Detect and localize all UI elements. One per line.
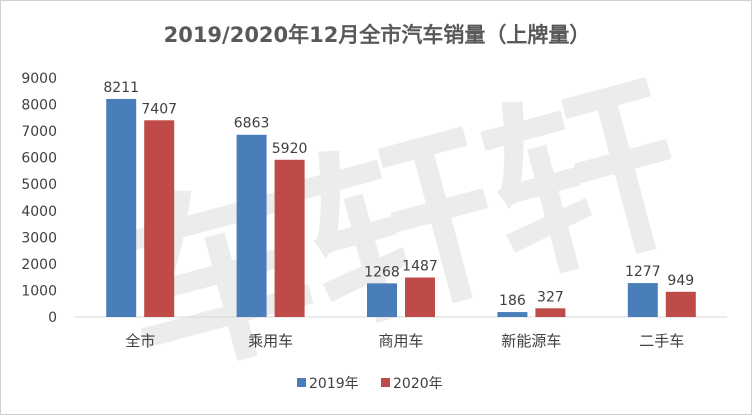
bar-3-1 xyxy=(535,308,566,317)
x-tick-label: 二手车 xyxy=(639,332,684,350)
bars xyxy=(106,98,696,317)
bar-1-0 xyxy=(236,134,267,317)
data-label: 327 xyxy=(537,289,564,305)
y-tick-label: 4000 xyxy=(21,204,57,220)
x-tick-label: 商用车 xyxy=(378,332,423,350)
data-label: 949 xyxy=(667,273,694,289)
bar-3-0 xyxy=(497,312,528,317)
bar-4-1 xyxy=(665,291,696,317)
x-tick-label: 新能源车 xyxy=(501,332,561,350)
y-tick-label: 3000 xyxy=(21,230,57,246)
y-tick-label: 5000 xyxy=(21,177,57,193)
chart-title: 2019/2020年12月全市汽车销量（上牌量） xyxy=(164,23,591,47)
legend-swatch xyxy=(297,378,306,387)
y-tick-label: 0 xyxy=(48,310,57,326)
data-label: 6863 xyxy=(234,116,270,132)
bar-1-1 xyxy=(274,159,305,317)
y-tick-label: 8000 xyxy=(21,98,57,114)
legend-label: 2020年 xyxy=(393,376,443,392)
data-label: 7407 xyxy=(141,101,177,117)
x-tick-label: 全市 xyxy=(125,332,155,350)
bar-0-1 xyxy=(144,120,175,317)
legend-swatch xyxy=(381,378,390,387)
data-label: 1277 xyxy=(625,264,661,280)
data-label: 1268 xyxy=(364,264,400,280)
y-tick-label: 6000 xyxy=(21,151,57,167)
bar-2-1 xyxy=(405,277,435,317)
watermark: 车轩轩 xyxy=(97,50,705,411)
y-axis: 0 1000 2000 3000 4000 5000 6000 7000 8000 9000 xyxy=(21,71,57,326)
bar-4-0 xyxy=(627,283,658,317)
x-axis: 全市 乘用车 商用车 新能源车 二手车 xyxy=(125,332,684,350)
y-tick-label: 2000 xyxy=(21,257,57,273)
y-tick-label: 1000 xyxy=(21,283,57,299)
data-label: 5920 xyxy=(272,141,308,157)
legend-label: 2019年 xyxy=(309,376,359,392)
data-label: 186 xyxy=(499,293,526,309)
data-label: 8211 xyxy=(103,80,139,96)
bar-2-0 xyxy=(367,283,397,317)
y-tick-label: 9000 xyxy=(21,71,57,87)
data-label: 1487 xyxy=(402,259,438,275)
legend: 2019年 2020年 xyxy=(297,376,443,392)
y-tick-label: 7000 xyxy=(21,124,57,140)
bar-0-0 xyxy=(106,98,137,317)
x-tick-label: 乘用车 xyxy=(248,332,293,350)
